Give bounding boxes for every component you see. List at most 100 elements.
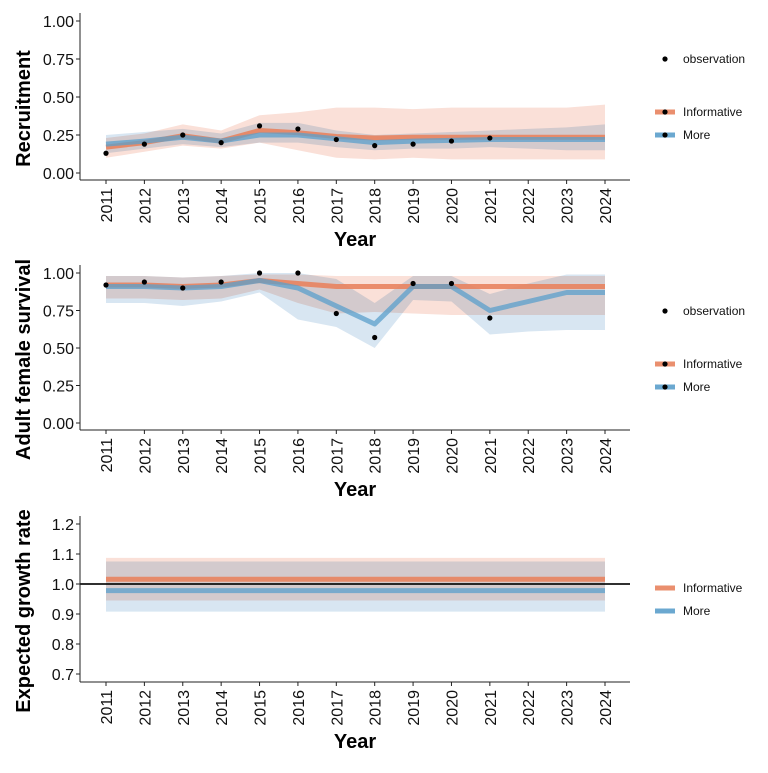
x-tick-label: 2012 bbox=[137, 690, 154, 726]
observation-point bbox=[141, 279, 147, 285]
y-axis-title: Expected growth rate bbox=[13, 509, 35, 712]
x-tick-label: 2017 bbox=[329, 690, 346, 726]
y-tick-label: 0.7 bbox=[52, 667, 74, 684]
x-tick-label: 2023 bbox=[560, 438, 577, 474]
observation-point bbox=[410, 141, 416, 147]
x-tick-label: 2019 bbox=[406, 188, 423, 224]
legend: observation Informative More bbox=[655, 304, 745, 394]
observation-point bbox=[218, 279, 224, 285]
legend-key-point bbox=[662, 384, 668, 390]
x-tick-label: 2014 bbox=[214, 690, 231, 726]
x-tick-label: 2024 bbox=[598, 690, 615, 726]
x-tick-label: 2024 bbox=[598, 188, 615, 224]
x-axis-title: Year bbox=[334, 731, 376, 753]
legend-observation-label: observation bbox=[683, 52, 745, 66]
x-tick-label: 2022 bbox=[521, 188, 538, 224]
y-tick-label: 1.00 bbox=[43, 266, 74, 283]
band-more bbox=[106, 561, 605, 612]
legend-label-informative: Informative bbox=[683, 581, 743, 595]
y-tick-label: 0.50 bbox=[43, 90, 74, 107]
legend: Informative More bbox=[655, 581, 743, 618]
y-tick-label: 0.75 bbox=[43, 304, 74, 321]
observation-point bbox=[372, 334, 378, 341]
x-tick-label: 2017 bbox=[329, 188, 346, 224]
panel-3: 0.7 0.8 0.9 1.0 1.1 1.2 2011 2012 2013 2014 2015 20… bbox=[13, 509, 743, 753]
legend-observation-label: observation bbox=[683, 304, 745, 318]
x-tick-label: 2012 bbox=[137, 438, 154, 474]
x-tick-label: 2023 bbox=[560, 690, 577, 726]
x-tick-label: 2016 bbox=[291, 690, 308, 726]
x-tick-label: 2022 bbox=[521, 438, 538, 474]
observation-point bbox=[448, 280, 455, 287]
legend: observation Informative More bbox=[655, 52, 745, 142]
legend-key-point bbox=[662, 361, 668, 367]
legend-label-more: More bbox=[683, 380, 711, 394]
band-more bbox=[106, 273, 605, 348]
x-tick-label: 2020 bbox=[444, 690, 461, 726]
legend-key-point bbox=[662, 132, 668, 138]
x-tick-label: 2014 bbox=[214, 438, 231, 474]
observation-point bbox=[410, 280, 416, 287]
y-axis-title: Recruitment bbox=[13, 50, 35, 167]
panel-1: 0.00 0.25 0.50 0.75 1.00 2011 2012 2013 2014 2015… bbox=[13, 13, 745, 251]
y-tick-label: 1.2 bbox=[52, 517, 74, 534]
observation-point bbox=[448, 138, 455, 144]
x-tick-label: 2017 bbox=[329, 438, 346, 474]
y-axis-title: Adult female survival bbox=[13, 259, 35, 460]
x-tick-label: 2019 bbox=[406, 690, 423, 726]
observation-point bbox=[295, 270, 301, 276]
x-tick-label: 2015 bbox=[253, 188, 270, 224]
x-tick-label: 2018 bbox=[368, 690, 385, 726]
legend-observation-key bbox=[662, 308, 668, 314]
x-tick-label: 2013 bbox=[176, 188, 193, 224]
x-tick-label: 2021 bbox=[483, 188, 500, 224]
observation-point bbox=[218, 140, 224, 146]
y-tick-label: 0.8 bbox=[52, 637, 74, 654]
legend-label-more: More bbox=[683, 128, 711, 142]
x-tick-label: 2023 bbox=[560, 188, 577, 224]
legend-label-informative: Informative bbox=[683, 105, 743, 119]
x-tick-label: 2021 bbox=[483, 438, 500, 474]
legend-label-more: More bbox=[683, 604, 711, 618]
observation-point bbox=[141, 141, 147, 147]
x-tick-label: 2013 bbox=[176, 690, 193, 726]
observation-point bbox=[256, 123, 263, 129]
x-tick-label: 2024 bbox=[598, 438, 615, 474]
x-tick-label: 2013 bbox=[176, 438, 193, 474]
panel-2: 0.00 0.25 0.50 0.75 1.00 2011 2012 2013 2014 2015… bbox=[13, 259, 745, 501]
median-line-more bbox=[105, 132, 605, 147]
x-axis-title: Year bbox=[334, 479, 376, 501]
x-tick-label: 2014 bbox=[214, 188, 231, 224]
y-tick-label: 0.00 bbox=[43, 166, 74, 183]
x-tick-label: 2021 bbox=[483, 690, 500, 726]
x-tick-label: 2019 bbox=[406, 438, 423, 474]
legend-observation-key bbox=[662, 56, 668, 62]
x-tick-label: 2018 bbox=[368, 438, 385, 474]
y-tick-label: 0.50 bbox=[43, 341, 74, 358]
x-tick-label: 2018 bbox=[368, 188, 385, 224]
observation-point bbox=[180, 285, 186, 291]
observation-point bbox=[256, 270, 263, 276]
x-tick-label: 2012 bbox=[137, 188, 154, 224]
y-tick-label: 1.00 bbox=[43, 14, 74, 31]
y-tick-label: 0.25 bbox=[43, 379, 74, 396]
x-tick-label: 2015 bbox=[253, 438, 270, 474]
y-tick-label: 0.9 bbox=[52, 607, 74, 624]
observation-point bbox=[487, 135, 493, 141]
median-line-more bbox=[106, 278, 605, 327]
y-tick-label: 1.0 bbox=[52, 577, 74, 594]
observation-point bbox=[103, 282, 109, 288]
x-tick-label: 2022 bbox=[521, 690, 538, 726]
y-tick-label: 0.75 bbox=[43, 52, 74, 69]
x-tick-label: 2011 bbox=[99, 188, 116, 223]
legend-key-point bbox=[662, 109, 668, 115]
x-tick-label: 2011 bbox=[99, 438, 116, 473]
legend-label-informative: Informative bbox=[683, 357, 743, 371]
x-tick-label: 2016 bbox=[291, 438, 308, 474]
observation-point bbox=[487, 315, 493, 321]
y-tick-label: 0.00 bbox=[43, 416, 74, 433]
observation-point bbox=[103, 150, 109, 156]
x-tick-label: 2011 bbox=[99, 690, 116, 725]
x-tick-label: 2020 bbox=[444, 438, 461, 474]
